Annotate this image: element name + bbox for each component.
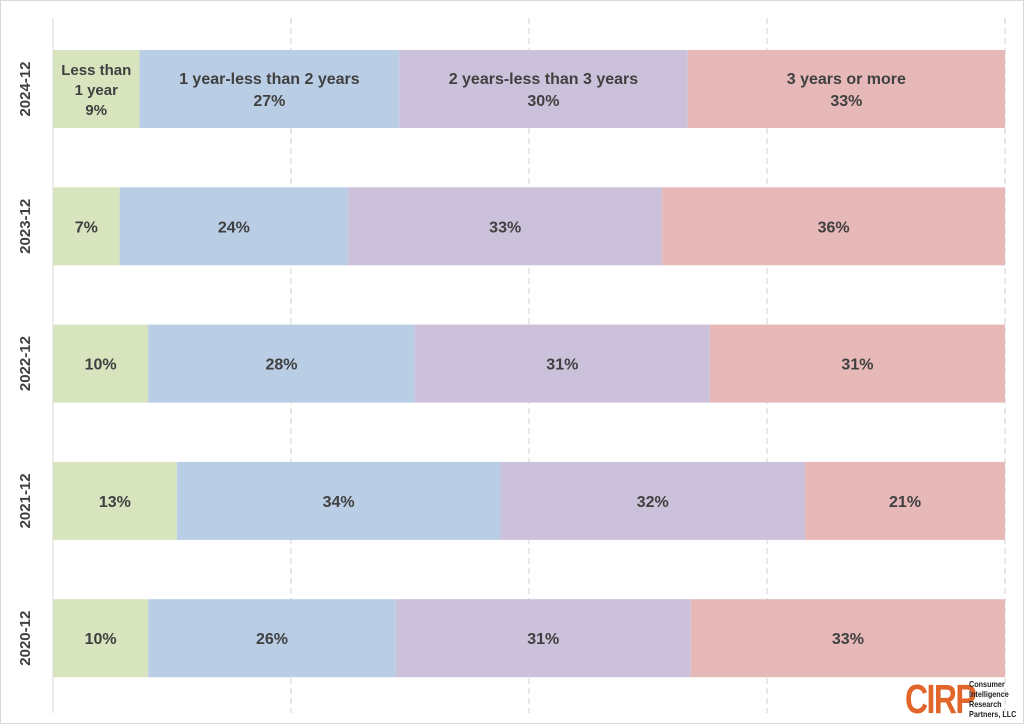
bar-segment (500, 461, 806, 540)
data-label: 2 years-less than 3 years 30% (449, 71, 639, 110)
bar-segment (414, 324, 710, 403)
bar-segment (348, 187, 663, 266)
data-label-line: 2 years-less than 3 years (449, 71, 639, 88)
data-label: 31% (841, 357, 873, 374)
category-label: 2024-12 (17, 61, 34, 116)
data-label-line: 31% (546, 357, 578, 374)
data-label: 21% (889, 494, 921, 511)
data-label-line: 3 years or more (787, 71, 906, 88)
data-label-line: 32% (637, 494, 669, 511)
data-label: 34% (323, 494, 355, 511)
data-label-line: 13% (99, 494, 131, 511)
data-label: 1 year-less than 2 years 27% (179, 71, 360, 110)
data-label: 13% (99, 494, 131, 511)
data-labels: Less than 1 year 9% 1 year-less than 2 year… (61, 62, 921, 648)
bar-segment (53, 599, 149, 678)
data-label-line: 33% (832, 631, 864, 648)
data-label-line: 31% (527, 631, 559, 648)
data-label-line: 33% (489, 219, 521, 236)
data-label: 31% (546, 357, 578, 374)
bar-segment (139, 50, 400, 128)
bar-segment (687, 50, 1005, 128)
category-label: 2023-12 (17, 199, 34, 254)
bar-segment (53, 324, 149, 403)
data-label: 36% (818, 219, 850, 236)
bar-segment (709, 324, 1005, 403)
data-label-line: 26% (256, 631, 288, 648)
bar-segment (53, 50, 140, 128)
data-label-line: 28% (265, 357, 297, 374)
logo-line: Intelligence (969, 689, 1009, 699)
data-label-line: 24% (218, 219, 250, 236)
data-label-line: 10% (85, 357, 117, 374)
data-label: 24% (218, 219, 250, 236)
data-label: 26% (256, 631, 288, 648)
bar-segment (176, 461, 501, 540)
data-label-line: 36% (818, 219, 850, 236)
data-label: 7% (75, 219, 98, 236)
data-label-line: 10% (85, 631, 117, 648)
logo-line: Research (969, 699, 1002, 709)
data-label-line: 21% (889, 494, 921, 511)
bar-segment (662, 187, 1005, 266)
data-label-line: 27% (253, 93, 285, 110)
data-label-line: 34% (323, 494, 355, 511)
data-label-line: 1 year-less than 2 years (179, 71, 360, 88)
data-label-line: 9% (85, 102, 107, 119)
data-label: 3 years or more 33% (787, 71, 906, 110)
bar-segment (53, 187, 120, 266)
data-label-line: 33% (830, 93, 862, 110)
data-label: 31% (527, 631, 559, 648)
data-label: 28% (265, 357, 297, 374)
bar-segment (119, 187, 349, 266)
data-label-line: 31% (841, 357, 873, 374)
logo-text: Consumer Intelligence Research Partners,… (969, 679, 1016, 719)
data-label: 10% (85, 631, 117, 648)
category-label: 2021-12 (17, 473, 34, 528)
bars (53, 50, 1005, 678)
bar-segment (148, 599, 396, 678)
bar-segment (148, 324, 415, 403)
cirp-logo: CIRP Consumer Intelligence Research Part… (905, 677, 1019, 723)
category-label: 2020-12 (17, 611, 34, 666)
logo-line: Consumer (969, 679, 1005, 689)
data-label-line: 7% (75, 219, 98, 236)
data-label: 10% (85, 357, 117, 374)
logo-mark: CIRP (905, 676, 977, 722)
bar-segment (395, 599, 691, 678)
data-label: 32% (637, 494, 669, 511)
bar-segment (399, 50, 688, 128)
category-labels: 2024-12 2023-12 2022-12 2021-12 2020-12 (17, 61, 34, 665)
data-label-line: 30% (527, 93, 559, 110)
bar-segment (690, 599, 1005, 678)
data-label-line: 1 year (75, 82, 119, 99)
bar-segment (805, 461, 1005, 540)
data-label: 33% (832, 631, 864, 648)
data-label: Less than 1 year 9% (61, 62, 131, 119)
data-label-line: Less than (61, 62, 131, 79)
bar-segment (53, 461, 177, 540)
logo-line: Partners, LLC (969, 709, 1017, 719)
data-label: 33% (489, 219, 521, 236)
category-label: 2022-12 (17, 336, 34, 391)
